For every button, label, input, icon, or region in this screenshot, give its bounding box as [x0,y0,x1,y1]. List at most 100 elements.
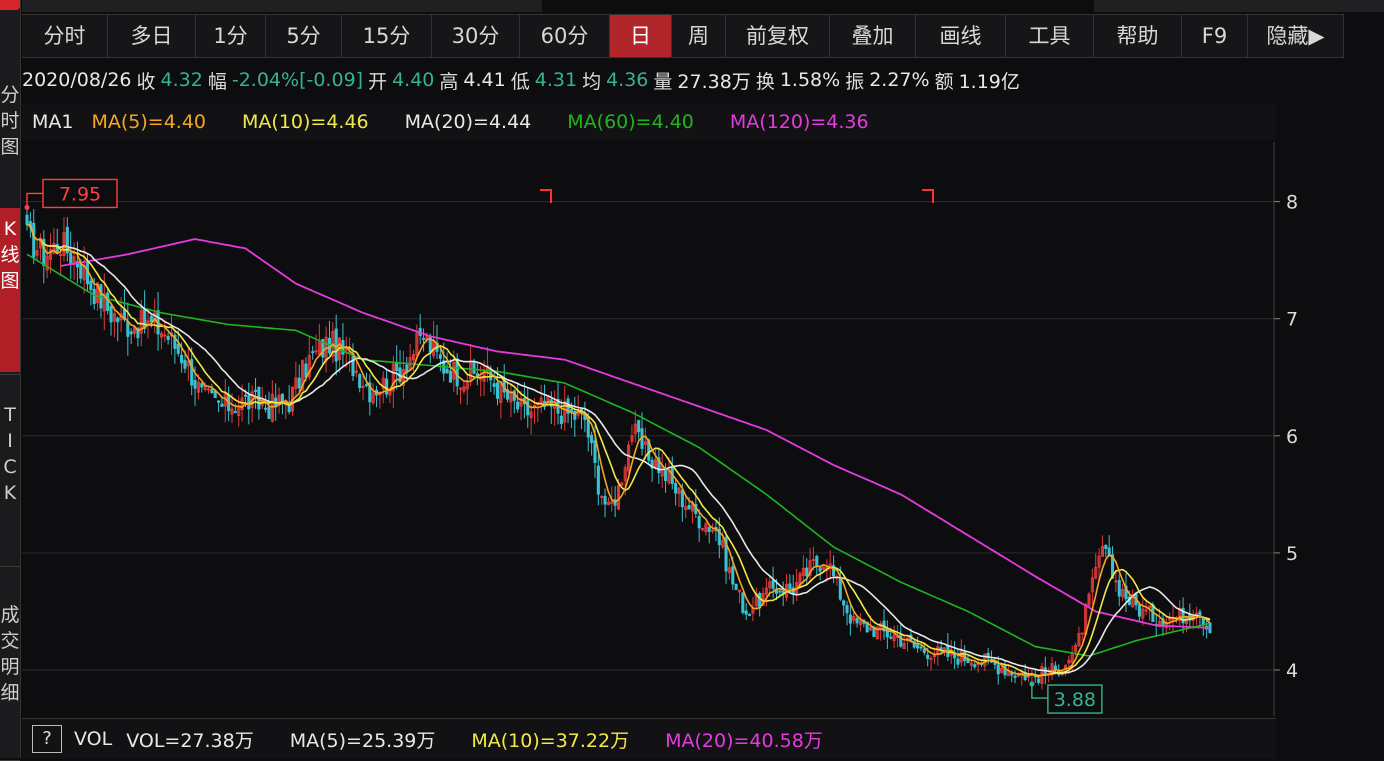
tab-period-5[interactable]: 30分 [432,15,520,57]
candle-body [603,496,607,505]
candle-body [1144,609,1148,612]
candle-body [680,489,684,508]
y-tick-label: 7 [1286,309,1298,331]
sidebar-item-char: K [3,482,17,504]
candle-body [821,566,826,570]
candle-body [590,434,594,443]
tab-period-10[interactable]: 叠加 [830,15,916,57]
vol-legend-item: MA(20)=40.58万 [665,729,823,752]
candle-body [1074,644,1078,652]
candle-body [166,335,170,340]
tab-period-15[interactable]: 隐藏▶ [1248,15,1344,57]
help-button[interactable]: ? [32,725,62,753]
candle-body [143,308,147,329]
candle-body [973,664,977,668]
sidebar-item-3[interactable]: 成交明细 [0,594,20,758]
candle-body [180,354,184,364]
candle-body [506,389,510,400]
tab-period-9[interactable]: 前复权 [726,15,830,57]
candle-body [213,390,217,399]
candle-body [993,662,997,665]
candle-body [321,338,325,358]
candle-body [1121,588,1125,598]
app-logo [0,0,20,10]
candle-body [270,393,274,422]
candle-body [569,408,573,413]
ma-legend-item: MA(120)=4.36 [729,111,869,133]
candle-body [469,361,473,380]
candle-body [264,407,268,410]
amplitude-label: 振 [845,70,865,93]
sidebar-item-0[interactable]: 分时图 [0,74,20,206]
candle-body [193,379,197,389]
tab-period-13[interactable]: 帮助 [1094,15,1182,57]
candle-body [428,337,432,353]
sidebar-item-char: 明 [0,656,20,678]
ma120-line [60,238,1211,629]
candle-body [677,487,681,494]
tab-period-8[interactable]: 周 [672,15,726,57]
candle-body [519,398,523,407]
candle-body [368,382,372,403]
ma5-line [26,223,1211,679]
candle-body [919,646,923,649]
candle-body [529,411,533,419]
candle-body [805,567,809,577]
candle-body [1104,544,1108,549]
candle-body [59,253,63,256]
candle-body [926,654,930,659]
candle-body [243,394,247,397]
candle-body [1137,604,1141,617]
candle-body [875,626,879,640]
tab-period-3[interactable]: 5分 [266,15,342,57]
candle-body [351,353,355,377]
tab-period-0[interactable]: 分时 [22,15,108,57]
tab-period-6[interactable]: 60分 [520,15,610,57]
candle-body [1114,580,1118,583]
tab-period-14[interactable]: F9 [1182,15,1248,57]
candle-body [42,238,46,266]
candle-body [724,537,728,572]
tab-period-11[interactable]: 画线 [916,15,1006,57]
candle-body [190,359,194,386]
sidebar-item-char: 成 [0,604,20,626]
candle-body [778,590,782,593]
candle-body [173,334,177,349]
candle-body [1077,633,1081,647]
candle-body [633,423,637,435]
candle-body [102,293,106,312]
candle-body [314,350,318,353]
candle-body [852,615,856,621]
tab-period-1[interactable]: 多日 [108,15,196,57]
min-leader [1031,684,1048,699]
candle-body [230,408,234,415]
candle-body [620,482,624,486]
candle-body [415,332,419,356]
y-tick-label: 5 [1286,543,1298,565]
candle-body [1063,664,1068,671]
tab-period-12[interactable]: 工具 [1006,15,1094,57]
candle-body [334,328,338,362]
candle-body [129,331,133,335]
volume-label: 量 [653,70,673,93]
volume-value: 27.38万 [677,70,751,93]
ma-legend-item: MA(60)=4.40 [567,111,694,133]
candle-body [139,309,143,334]
tab-period-4[interactable]: 15分 [342,15,432,57]
high-label: 高 [439,70,459,93]
candle-body [687,505,691,510]
candle-body [391,363,395,392]
tab-period-2[interactable]: 1分 [196,15,266,57]
candle-body [573,410,577,420]
plot-area [22,142,1274,716]
candle-body [331,331,335,357]
candle-body [294,377,298,390]
candle-body [45,255,49,271]
tab-period-7[interactable]: 日 [610,15,672,57]
candle-body [149,315,153,323]
candle-body [344,348,348,351]
open-label: 开 [368,70,388,93]
